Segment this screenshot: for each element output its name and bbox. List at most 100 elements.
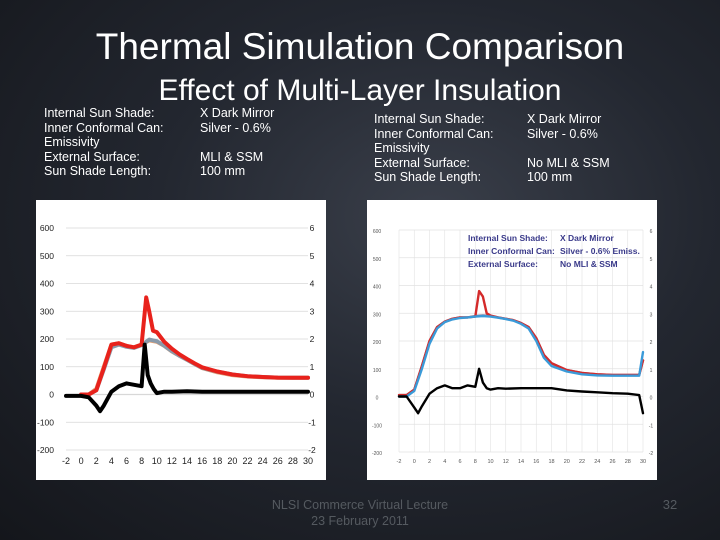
param-label: Sun Shade Length: xyxy=(374,170,482,184)
y-tick-label: -200 xyxy=(37,445,54,455)
param-label: Sun Shade Length: xyxy=(44,164,152,178)
y-tick-label: 600 xyxy=(40,223,54,233)
slide-title: Thermal Simulation Comparison xyxy=(95,26,625,67)
x-tick-label: 8 xyxy=(139,456,144,466)
param-label: Inner Conformal Can: xyxy=(44,120,164,135)
x-tick-label: 0 xyxy=(413,459,416,465)
x-tick-label: 30 xyxy=(640,459,646,465)
x-tick-label: -2 xyxy=(62,456,70,466)
param-value: 100 mm xyxy=(200,164,246,178)
y2-tick-label: 1 xyxy=(650,368,653,374)
y2-tick-label: 2 xyxy=(310,334,315,344)
param-row: Emissivity xyxy=(44,135,334,150)
param-row: Inner Conformal Can: Silver - 0.6% xyxy=(374,127,674,142)
param-row: Internal Sun Shade: X Dark Mirror xyxy=(44,106,334,121)
param-row: Emissivity xyxy=(374,141,674,156)
series-line-3 xyxy=(64,342,310,414)
param-row: External Surface: MLI & SSM xyxy=(44,150,334,165)
param-row: Internal Sun Shade: X Dark Mirror xyxy=(374,112,674,127)
footer-line-2: 23 February 2011 xyxy=(311,514,409,528)
x-tick-label: 26 xyxy=(609,459,615,465)
param-value: No MLI & SSM xyxy=(527,155,610,170)
param-label: Internal Sun Shade: xyxy=(374,112,485,126)
y2-tick-label: -1 xyxy=(649,423,654,429)
footer: NLSI Commerce Virtual Lecture 23 Februar… xyxy=(200,497,520,529)
param-value: Silver - 0.6% xyxy=(527,126,598,141)
y2-tick-label: 4 xyxy=(310,279,315,289)
x-tick-label: 24 xyxy=(594,459,600,465)
param-label: Internal Sun Shade: xyxy=(44,106,155,120)
param-row: Sun Shade Length: 100 mm xyxy=(374,170,674,185)
x-tick-label: 4 xyxy=(443,459,446,465)
legend-label: Inner Conformal Can: xyxy=(468,246,555,256)
y-tick-label: 500 xyxy=(373,257,382,263)
series-line-0 xyxy=(79,338,310,397)
param-label: External Surface: xyxy=(44,149,140,164)
param-value: X Dark Mirror xyxy=(527,112,602,126)
y2-tick-label: 3 xyxy=(650,312,653,318)
y2-tick-label: 1 xyxy=(310,362,315,372)
x-tick-label: 12 xyxy=(503,459,509,465)
x-tick-label: 6 xyxy=(458,459,461,465)
y2-tick-label: 6 xyxy=(310,223,315,233)
x-tick-label: 22 xyxy=(579,459,585,465)
x-tick-label: 18 xyxy=(548,459,554,465)
legend-value: Silver - 0.6% Emiss. xyxy=(560,246,640,256)
x-tick-label: 2 xyxy=(428,459,431,465)
x-tick-label: 20 xyxy=(564,459,570,465)
x-tick-label: 24 xyxy=(258,456,268,466)
left-chart: 600 6 500 5 400 4 300 3 200 2 100 1 0 0 -100 -1 -200 -2 -2… xyxy=(36,200,326,480)
x-tick-label: 6 xyxy=(124,456,129,466)
slide-subtitle: Effect of Multi-Layer Insulation xyxy=(158,74,562,107)
left-parameters: Internal Sun Shade: X Dark Mirror Inner Co… xyxy=(44,106,334,179)
y-tick-label: 100 xyxy=(40,362,54,372)
y2-tick-label: 5 xyxy=(310,251,315,261)
param-row: External Surface: No MLI & SSM xyxy=(374,156,674,171)
param-value: 100 mm xyxy=(527,170,573,184)
legend-value: No MLI & SSM xyxy=(560,259,618,269)
y2-tick-label: -2 xyxy=(308,445,316,455)
y-tick-label: 200 xyxy=(373,340,382,346)
y2-tick-label: 4 xyxy=(650,285,653,291)
y-tick-label: -100 xyxy=(37,417,54,427)
x-tick-label: 28 xyxy=(288,456,298,466)
y-tick-label: -200 xyxy=(372,451,382,457)
y-tick-label: -100 xyxy=(372,423,382,429)
x-tick-label: 10 xyxy=(487,459,493,465)
x-tick-label: 2 xyxy=(94,456,99,466)
series-line-2 xyxy=(79,295,310,397)
x-tick-label: -2 xyxy=(397,459,402,465)
series-line-3 xyxy=(397,367,645,415)
y-tick-label: 400 xyxy=(40,279,54,289)
x-tick-label: 14 xyxy=(518,459,524,465)
y2-tick-label: 2 xyxy=(650,340,653,346)
y2-tick-label: -2 xyxy=(649,451,654,457)
x-tick-label: 22 xyxy=(242,456,252,466)
x-tick-label: 12 xyxy=(167,456,177,466)
y2-tick-label: -1 xyxy=(308,417,316,427)
param-label: Emissivity xyxy=(44,135,100,149)
x-tick-label: 30 xyxy=(303,456,313,466)
legend-label: External Surface: xyxy=(468,259,538,269)
x-tick-label: 26 xyxy=(273,456,283,466)
param-value: X Dark Mirror xyxy=(200,106,275,120)
param-value: MLI & SSM xyxy=(200,149,264,164)
y2-tick-label: 6 xyxy=(650,229,653,235)
param-row: Sun Shade Length: 100 mm xyxy=(44,164,334,179)
y-tick-label: 0 xyxy=(376,396,379,402)
series-line-2 xyxy=(397,314,645,398)
x-tick-label: 14 xyxy=(182,456,192,466)
x-tick-label: 16 xyxy=(533,459,539,465)
y2-tick-label: 5 xyxy=(650,257,653,263)
x-tick-label: 18 xyxy=(212,456,222,466)
param-label: External Surface: xyxy=(374,155,470,170)
y-tick-label: 600 xyxy=(373,229,382,235)
x-tick-label: 28 xyxy=(625,459,631,465)
page-number: 32 xyxy=(662,497,678,512)
legend-value: X Dark Mirror xyxy=(560,233,615,243)
y-tick-label: 300 xyxy=(40,306,54,316)
right-chart: 600 6 500 5 400 4 300 3 200 2 100 1 0 0 -100 -1 -200 -2 -2… xyxy=(367,200,657,480)
y-tick-label: 500 xyxy=(40,251,54,261)
